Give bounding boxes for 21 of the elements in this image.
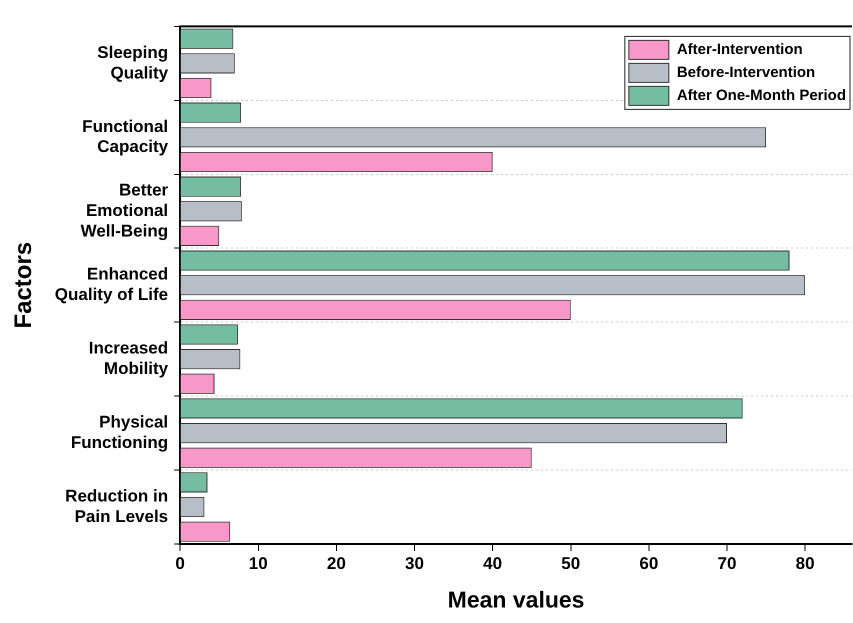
x-tick-label: 30 <box>405 554 424 573</box>
x-tick-label: 40 <box>483 554 502 573</box>
y-tick-label: Physical Functioning <box>70 412 168 452</box>
legend-label: After-Intervention <box>676 41 803 58</box>
x-tick-label: 20 <box>326 554 346 573</box>
y-tick-label: Increased Mobility <box>88 338 169 378</box>
x-tick-label: 50 <box>561 554 580 573</box>
y-tick-label: Sleeping Quality <box>97 42 169 82</box>
x-tick-label: 0 <box>175 554 185 573</box>
y-tick-label: Functional Capacity <box>82 116 169 156</box>
x-tick-label: 10 <box>248 554 268 573</box>
y-axis-title: Factors <box>10 242 38 329</box>
legend-label: After One-Month Period <box>676 87 846 104</box>
x-tick-label: 70 <box>718 554 736 573</box>
x-tick-label: 80 <box>796 554 815 573</box>
x-tick-label: 60 <box>639 554 658 573</box>
y-tick-label: Enhanced Quality of Life <box>54 264 168 304</box>
legend-label: Before-Intervention <box>676 64 816 82</box>
y-tick-label: Better Emotional Well-Being <box>80 180 169 240</box>
y-tick-label: Reduction in Pain Levels <box>65 486 168 526</box>
x-axis-title: Mean values <box>448 586 584 613</box>
